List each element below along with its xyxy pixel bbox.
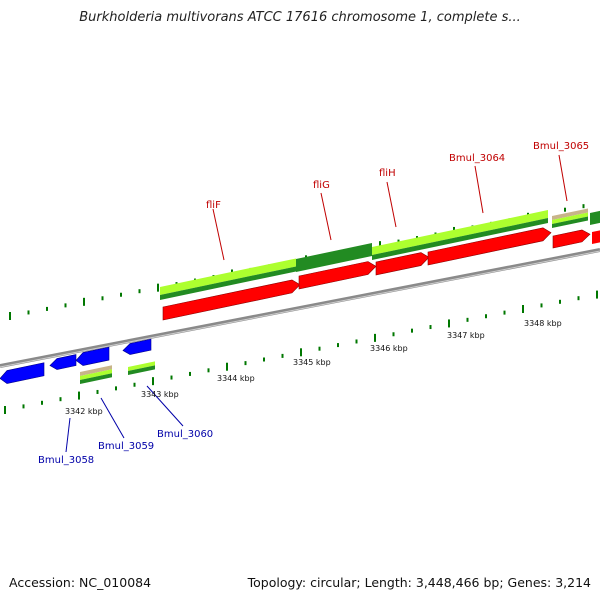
gene-bmul-3065[interactable] — [552, 229, 591, 249]
gene-bmul-3064[interactable] — [427, 227, 552, 266]
gene-bmul-3058[interactable] — [49, 354, 77, 370]
feature-track-dark — [160, 266, 296, 300]
feature-track-light — [372, 210, 548, 255]
callout-line — [320, 192, 332, 241]
gene-label-bottom[interactable]: Bmul_3059 — [98, 441, 154, 452]
gene-partial — [592, 230, 600, 244]
gene-label-bottom[interactable]: Bmul_3058 — [38, 455, 94, 466]
scale-label: 3348 kbp — [524, 319, 562, 328]
callout-line — [474, 165, 484, 214]
map-title: Burkholderia multivorans ATCC 17616 chro… — [79, 10, 521, 25]
feature-track-dark — [296, 243, 372, 272]
feature-track-dark — [372, 218, 548, 260]
accession-text: Accession: NC_010084 — [9, 575, 152, 590]
gene-flif[interactable] — [162, 279, 301, 321]
callout-line — [386, 181, 397, 228]
scale-label: 3342 kbp — [65, 407, 103, 416]
scale-label: 3344 kbp — [217, 374, 255, 383]
callout-line — [65, 417, 71, 453]
scale-label: 3343 kbp — [141, 390, 179, 399]
feature-track-tan — [552, 208, 588, 220]
callout-line — [558, 154, 568, 202]
feature-track-dark — [552, 216, 588, 228]
genome-summary-text: Topology: circular; Length: 3,448,466 bp… — [247, 575, 591, 590]
gene-bmul-3060[interactable] — [122, 338, 152, 355]
gene-flig[interactable] — [298, 261, 377, 290]
feature-track-dark — [590, 210, 600, 225]
chromosome-backbone — [0, 248, 600, 368]
feature-track-light — [80, 369, 112, 380]
chromosome-backbone-highlight — [0, 250, 600, 368]
gene-label-top[interactable]: Bmul_3064 — [449, 153, 505, 164]
gene-label-top[interactable]: Bmul_3065 — [533, 141, 589, 152]
gene-label-top[interactable]: fliG — [313, 180, 330, 191]
gene-bmul-3059[interactable] — [75, 346, 110, 366]
gene-label-top[interactable]: fliF — [206, 200, 221, 211]
scale-label: 3345 kbp — [293, 358, 331, 367]
gene-label-top[interactable]: fliH — [379, 168, 396, 179]
scale-label: 3346 kbp — [370, 344, 408, 353]
callout-line — [146, 385, 184, 427]
feature-track-tan — [80, 365, 112, 376]
gene-flih[interactable] — [375, 252, 430, 276]
gene-reverse-partial[interactable] — [0, 362, 45, 384]
feature-track-light — [128, 361, 155, 371]
callout-line — [100, 397, 125, 439]
feature-track-dark — [128, 365, 155, 375]
callout-line — [212, 208, 225, 261]
feature-track-light — [160, 258, 296, 295]
feature-track-light — [552, 212, 588, 224]
gene-label-bottom[interactable]: Bmul_3060 — [157, 429, 213, 440]
feature-track-dark — [80, 373, 112, 384]
scale-label: 3347 kbp — [447, 331, 485, 340]
